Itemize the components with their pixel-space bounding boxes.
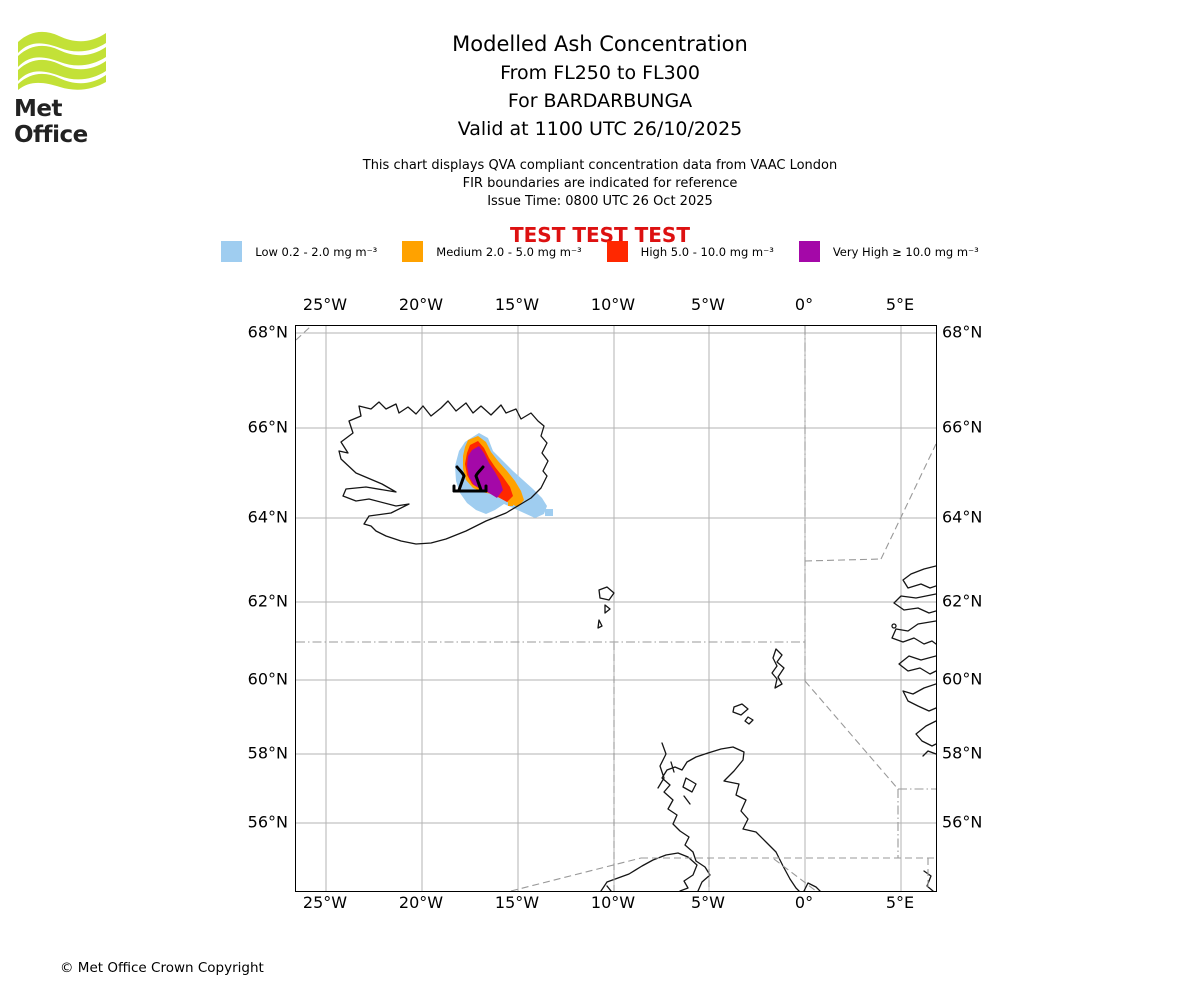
lat-tick-label-right: 66°N (942, 417, 983, 437)
ireland-coastline (600, 852, 698, 892)
volcano-icon (452, 465, 488, 493)
note-issue-time: Issue Time: 0800 UTC 26 Oct 2025 (487, 194, 713, 209)
note-qva: This chart displays QVA compliant concen… (362, 158, 838, 173)
met-office-logo: Met Office (14, 26, 114, 148)
legend-item-medium: Medium 2.0 - 5.0 mg m⁻³ (402, 241, 582, 262)
shetland-coastline (771, 648, 785, 689)
legend-label-low: Low 0.2 - 2.0 mg m⁻³ (255, 244, 378, 259)
lon-tick-label-top: 10°W (590, 295, 636, 314)
coastlines (338, 400, 937, 892)
ash-plume-medium-fragment (508, 502, 513, 506)
lat-tick-label-left: 56°N (247, 812, 288, 832)
lon-tick-label-bottom: 0° (794, 893, 814, 912)
lat-tick-label-left: 66°N (247, 417, 288, 437)
iceland-coastline (338, 400, 549, 545)
lat-tick-label-right: 56°N (942, 812, 983, 832)
note-fir: FIR boundaries are indicated for referen… (462, 176, 738, 191)
met-office-logo-text: Met Office (14, 96, 88, 148)
fir-boundary-dashed (295, 326, 937, 892)
legend-label-high: High 5.0 - 10.0 mg m⁻³ (640, 244, 774, 259)
lon-tick-label-top: 5°E (885, 295, 915, 314)
lat-tick-label-right: 68°N (942, 322, 983, 342)
map-frame (295, 325, 937, 892)
ash-plume-very-high (467, 446, 503, 498)
concentration-legend: Low 0.2 - 2.0 mg m⁻³ Medium 2.0 - 5.0 mg… (0, 241, 1200, 262)
subtitle-valid-time: Valid at 1100 UTC 26/10/2025 (457, 118, 743, 140)
ash-plume-low-fragment (545, 509, 553, 516)
lat-tick-label-right: 64°N (942, 507, 983, 527)
graticule-gridlines (296, 326, 936, 891)
ash-plume (455, 433, 553, 518)
lon-tick-label-bottom: 20°W (398, 893, 444, 912)
lon-tick-label-top: 0° (794, 295, 814, 314)
lon-tick-label-bottom: 5°E (885, 893, 915, 912)
england-coast-fragment (803, 882, 821, 892)
lon-tick-label-top: 15°W (494, 295, 540, 314)
legend-label-medium: Medium 2.0 - 5.0 mg m⁻³ (436, 244, 582, 259)
norway-coastline (891, 565, 937, 757)
legend-item-high: High 5.0 - 10.0 mg m⁻³ (606, 241, 774, 262)
subtitle-volcano: For BARDARBUNGA (507, 90, 693, 112)
orkney-coastline (732, 703, 754, 725)
lon-tick-label-bottom: 5°W (691, 893, 725, 912)
great-britain-coastline (661, 746, 800, 892)
lat-tick-label-right: 62°N (942, 591, 983, 611)
page-title: Modelled Ash Concentration (452, 32, 748, 56)
lon-tick-label-bottom: 10°W (590, 893, 636, 912)
ash-map (295, 326, 937, 892)
lon-tick-label-bottom: 25°W (302, 893, 348, 912)
lat-tick-label-left: 62°N (247, 591, 288, 611)
lat-tick-label-left: 68°N (247, 322, 288, 342)
met-office-logo-waves (18, 31, 106, 90)
lon-tick-label-top: 5°W (691, 295, 725, 314)
lat-tick-label-right: 58°N (942, 743, 983, 763)
test-banner: TEST TEST TEST (510, 223, 690, 247)
lat-tick-label-left: 64°N (247, 507, 288, 527)
subtitle-flight-levels: From FL250 to FL300 (500, 62, 700, 84)
lon-tick-label-bottom: 15°W (494, 893, 540, 912)
hebrides-coastline (657, 742, 697, 805)
copyright-text: © Met Office Crown Copyright (60, 960, 264, 976)
legend-swatch-very-high (798, 241, 820, 262)
legend-label-very-high: Very High ≥ 10.0 mg m⁻³ (832, 244, 979, 259)
legend-swatch-medium (402, 241, 424, 262)
legend-item-low: Low 0.2 - 2.0 mg m⁻³ (221, 241, 377, 262)
lon-tick-label-top: 25°W (302, 295, 348, 314)
lon-tick-label-top: 20°W (398, 295, 444, 314)
lat-tick-label-right: 60°N (942, 669, 983, 689)
fir-boundaries (295, 326, 937, 892)
lat-tick-label-left: 60°N (247, 669, 288, 689)
legend-swatch-low (221, 241, 243, 262)
legend-swatch-high (606, 241, 628, 262)
norway-island (891, 623, 897, 629)
fir-boundary-dashdot (296, 326, 936, 858)
lat-tick-label-left: 58°N (247, 743, 288, 763)
legend-item-very-high: Very High ≥ 10.0 mg m⁻³ (798, 241, 979, 262)
faroe-islands-coastline (597, 586, 615, 629)
